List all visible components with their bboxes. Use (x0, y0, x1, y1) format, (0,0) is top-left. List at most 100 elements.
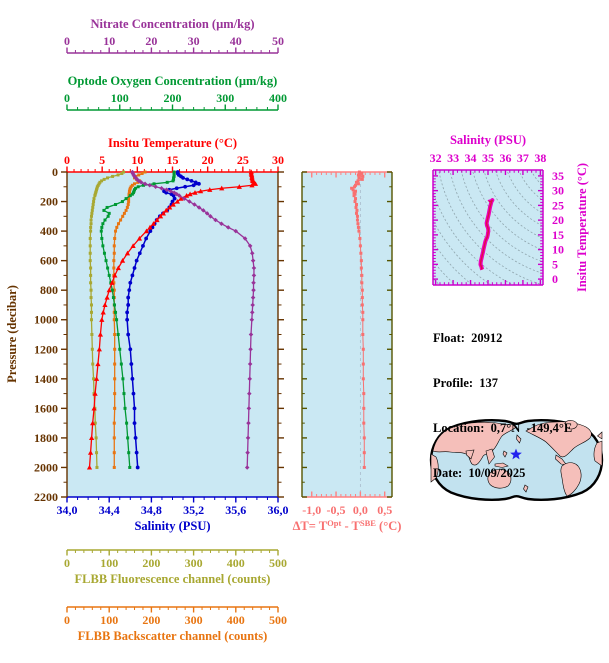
tick-label: 1600 (34, 401, 58, 415)
tick-label: 400 (40, 224, 58, 238)
tick-label: 36,0 (268, 503, 289, 517)
tick-label: 0 (52, 165, 58, 179)
delta-pressure-axis-right (387, 171, 393, 498)
tick-label: 400 (269, 91, 287, 105)
tick-label: 0 (64, 613, 70, 627)
tick-label: 35 (552, 169, 564, 183)
tick-label: Pressure (decibar) (5, 285, 19, 383)
tick-label: 100 (111, 91, 129, 105)
tick-label: 100 (100, 556, 118, 570)
map-north-america (525, 421, 592, 458)
tick-label: 800 (40, 283, 58, 297)
info-line-location: Location: 0,7°N -149,4°E (433, 421, 573, 435)
map-africa-right-sliver (593, 440, 603, 467)
tick-label: 2200 (34, 490, 58, 504)
axis-nitrate: 0 10 20 30 40 50 Nitrate Concentration (µm/kg) (64, 17, 284, 54)
tick-label: 20 (202, 153, 214, 167)
tick-label: 50 (272, 34, 284, 48)
tick-label: 400 (227, 556, 245, 570)
axis-pressure: 0 200 400 600 800 1000 1200 1400 1600 1800 2000 220… (34, 165, 68, 504)
tick-label: 200 (40, 195, 58, 209)
tick-label: 25 (552, 198, 564, 212)
tick-label: 200 (164, 91, 182, 105)
tick-label: 500 (269, 613, 287, 627)
tick-label: 37 (517, 151, 529, 165)
tick-label: 500 (269, 556, 287, 570)
tick-label: 0 (64, 91, 70, 105)
tick-label: 1200 (34, 342, 58, 356)
tick-label: 40 (230, 34, 242, 48)
tick-label: 34 (465, 151, 477, 165)
tick-label: 20 (552, 213, 564, 227)
tick-label: 5 (99, 153, 105, 167)
axis-title-fluorescence: FLBB Fluorescence channel (counts) (75, 572, 271, 586)
ts-temperature-axis (432, 170, 438, 285)
tick-label: 38 (534, 151, 546, 165)
tick-label: 1800 (34, 431, 58, 445)
main-series-group (86, 169, 259, 470)
axis-salinity: 34,0 34,4 34,8 35,2 35,6 36,0 Salinity (PSU) (57, 496, 289, 533)
axis-pressure-mirror (277, 171, 284, 498)
ts-diagram-panel: 32 33 34 35 36 37 38 Salinity (PSU) 051015202530… (430, 133, 589, 292)
tick-label: 0 (552, 272, 558, 286)
tick-label: 2000 (34, 460, 58, 474)
info-line-date: Date: 10/09/2025 (433, 466, 526, 480)
series (350, 170, 366, 469)
tick-label: 20 (145, 34, 157, 48)
axis-fluorescence: 0 100 200 300 400 500 FLBB Fluorescence channe… (64, 549, 287, 586)
tick-label: 34,4 (99, 503, 120, 517)
tick-label: 35 (482, 151, 494, 165)
tick-label: 600 (40, 254, 58, 268)
tick-label: 10 (552, 243, 564, 257)
series-temperature (86, 169, 259, 470)
map-indochina (485, 448, 495, 465)
ts-salinity-axis: 32 33 34 35 36 37 38 Salinity (PSU) (430, 133, 546, 175)
main-plot-background (67, 172, 278, 497)
tick-label: 32 (430, 151, 442, 165)
world-map (429, 418, 604, 502)
axis-delta-bottom (302, 491, 392, 498)
map-australia (487, 469, 512, 489)
tick-label: 100 (100, 613, 118, 627)
delta-axis-title: ΔT= TOpt - TSBE (°C) (293, 518, 402, 533)
ts-profile-curve-core (479, 199, 493, 270)
map-south-america (560, 462, 582, 497)
series-fluorescence (88, 170, 126, 469)
map-new-zealand (523, 484, 529, 493)
tick-label: 35,6 (225, 503, 246, 517)
tick-label: 200 (142, 556, 160, 570)
tick-label: 0 (64, 556, 70, 570)
tick-label: 30 (188, 34, 200, 48)
tick-label: 300 (185, 556, 203, 570)
delta-plot-background (302, 172, 392, 497)
info-line-profile: Profile: 137 (433, 376, 499, 390)
float-location-star (510, 448, 522, 460)
map-indonesia (494, 462, 509, 468)
info-line-float: Float: 20912 (433, 331, 503, 345)
tick-label: 400 (227, 613, 245, 627)
tick-label: 33 (447, 151, 459, 165)
axis-title-backscatter: FLBB Backscatter channel (counts) (78, 629, 268, 643)
tick-label: 200 (142, 613, 160, 627)
tick-label: 34,0 (57, 503, 78, 517)
series-oxygen (99, 170, 176, 469)
tick-label: 10 (103, 34, 115, 48)
tick-label: -1,0 (302, 503, 321, 517)
pressure-axis-title: Pressure (decibar) (5, 285, 19, 383)
tick-label: 0 (64, 34, 70, 48)
delta-pressure-axis-left (301, 171, 307, 498)
map-europe-right-sliver (597, 431, 603, 440)
tick-label: 15 (552, 228, 564, 242)
tick-label: 300 (185, 613, 203, 627)
axis-title-salinity: Salinity (PSU) (134, 519, 210, 533)
tick-label: 30 (272, 153, 284, 167)
axis-title-temperature: Insitu Temperature (°C) (108, 136, 237, 150)
tick-label: 30 (552, 184, 564, 198)
map-africa-left-sliver (430, 453, 439, 483)
series-delta-t (350, 170, 366, 469)
delta-t-panel: -1,0 -0,5 0,0 0,5ΔT= TOpt - TSBE (°C) (293, 170, 402, 533)
